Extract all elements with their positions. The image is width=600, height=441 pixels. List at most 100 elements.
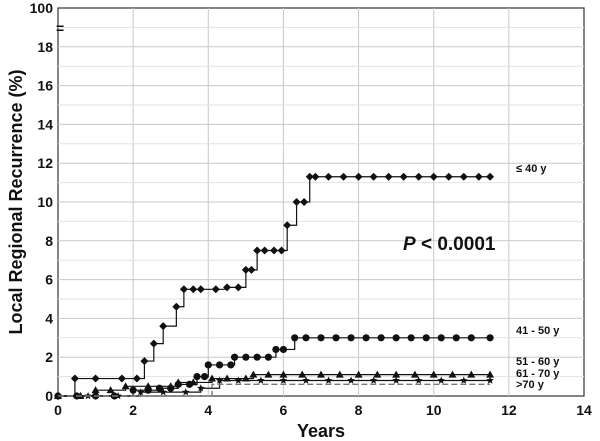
marker-diamond (369, 172, 378, 181)
marker-triangle (429, 370, 438, 378)
marker-circle (392, 334, 400, 342)
marker-triangle (264, 370, 273, 378)
x-tick-label: 4 (204, 402, 212, 418)
marker-triangle (467, 370, 476, 378)
marker-diamond (172, 302, 181, 311)
marker-star (197, 384, 205, 392)
marker-circle (279, 345, 288, 354)
marker-diamond (283, 221, 292, 230)
marker-triangle (410, 370, 419, 378)
y-tick-label: 2 (45, 349, 53, 365)
series-label: 51 - 60 y (516, 356, 560, 368)
marker-triangle (174, 378, 183, 386)
y-tick-label: 14 (37, 116, 53, 132)
y-axis-break-mark: = (56, 20, 64, 36)
marker-star (486, 376, 494, 384)
x-tick-label: 2 (129, 402, 137, 418)
marker-triangle (317, 370, 325, 378)
marker-circle (193, 373, 201, 381)
marker-triangle (208, 374, 217, 382)
series-line (58, 383, 491, 397)
marker-diamond (399, 172, 408, 181)
marker-star (324, 376, 333, 384)
marker-star (181, 388, 190, 396)
marker-diamond (305, 172, 314, 181)
y-tick-label: 6 (45, 272, 53, 288)
marker-circle (204, 361, 212, 369)
marker-star (369, 376, 378, 384)
marker-triangle (144, 382, 153, 390)
marker-diamond (189, 285, 198, 294)
marker-star (302, 376, 310, 384)
marker-circle (129, 386, 137, 394)
marker-diamond (196, 285, 205, 294)
marker-circle (437, 334, 445, 342)
marker-triangle (91, 386, 100, 394)
marker-triangle (223, 374, 232, 382)
marker-diamond (474, 172, 483, 181)
marker-star (414, 376, 423, 384)
marker-star (347, 376, 355, 384)
marker-circle (332, 334, 340, 342)
series-labels: ≤ 40 y 41 - 50 y 51 - 60 y61 - 70 y>70 y (516, 163, 560, 391)
marker-diamond (179, 285, 188, 294)
series-group (54, 370, 495, 399)
marker-circle (377, 334, 385, 342)
marker-diamond (311, 172, 320, 181)
marker-circle (422, 334, 430, 342)
marker-diamond (149, 339, 158, 348)
marker-diamond (429, 172, 438, 181)
marker-diamond (260, 246, 269, 255)
x-tick-label: 6 (280, 402, 288, 418)
marker-circle (272, 345, 280, 354)
marker-star (136, 388, 145, 396)
marker-triangle (335, 370, 344, 378)
marker-star (257, 376, 265, 384)
y-tick-label: 4 (45, 310, 53, 326)
marker-diamond (70, 374, 79, 383)
marker-triangle (373, 370, 382, 378)
marker-diamond (486, 172, 495, 181)
marker-circle (200, 373, 209, 381)
marker-diamond (444, 172, 453, 181)
marker-diamond (247, 265, 256, 274)
p-value-annotation: P < 0.0001 (403, 234, 496, 255)
marker-triangle (279, 370, 288, 378)
series-label: ≤ 40 y (516, 163, 547, 175)
y-tick-labels: 0 2 4 6 8 10 12 14 16 18 100 (30, 0, 54, 404)
marker-diamond (91, 374, 100, 383)
x-tick-label: 14 (576, 402, 592, 418)
marker-star (437, 376, 445, 384)
marker-circle (407, 334, 415, 342)
marker-triangle (354, 370, 363, 378)
marker-circle (264, 353, 272, 361)
marker-circle (291, 334, 299, 342)
marker-circle (347, 334, 355, 342)
marker-triangle (106, 386, 115, 394)
marker-triangle (241, 374, 250, 382)
marker-diamond (414, 172, 423, 181)
marker-star (114, 392, 122, 400)
marker-triangle (249, 370, 258, 378)
marker-circle (227, 361, 235, 369)
marker-circle (230, 353, 239, 361)
y-axis-title: Local Regional Recurrence (%) (6, 69, 26, 334)
p-letter: P (403, 234, 416, 255)
marker-circle (467, 334, 475, 342)
marker-circle (253, 353, 261, 361)
marker-diamond (339, 172, 348, 181)
marker-diamond (223, 283, 232, 292)
marker-diamond (117, 374, 126, 383)
marker-triangle (189, 378, 198, 386)
y-tick-label: 0 (45, 388, 53, 404)
marker-triangle (298, 370, 307, 378)
y-tick-label: 12 (37, 155, 53, 171)
marker-diamond (300, 198, 309, 206)
marker-star (234, 376, 243, 384)
x-axis-title: Years (297, 421, 345, 441)
series-group (58, 383, 491, 397)
marker-diamond (324, 172, 333, 181)
marker-circle (362, 334, 370, 342)
series-group (54, 172, 495, 400)
